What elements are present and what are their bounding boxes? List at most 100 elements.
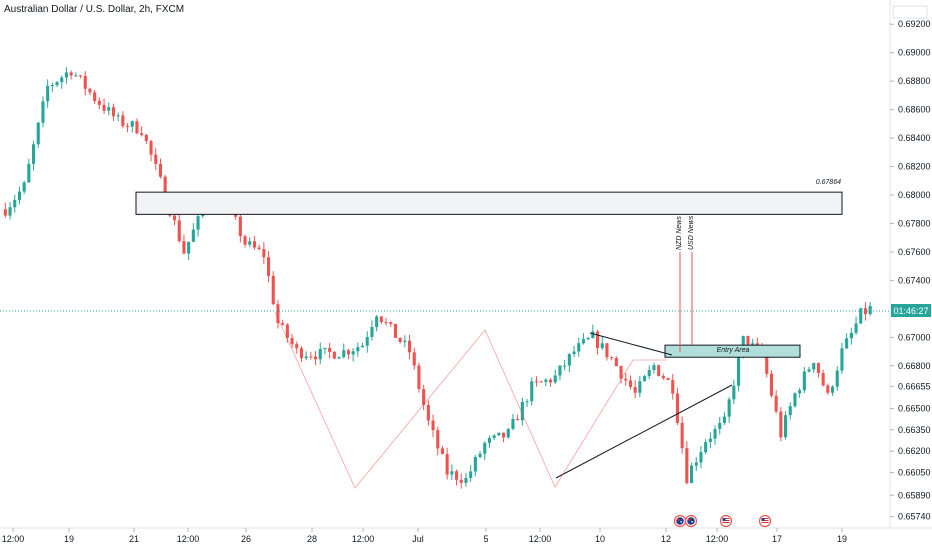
flag-canton — [688, 518, 691, 521]
candle-body — [370, 327, 374, 337]
candle-body — [779, 411, 783, 438]
us-flag-icon[interactable] — [758, 514, 772, 528]
scale-settings-box[interactable] — [892, 5, 928, 19]
us-flag-icon[interactable] — [719, 514, 733, 528]
overlays-layer — [0, 191, 890, 528]
candle-body — [657, 365, 661, 376]
candle-body — [13, 200, 17, 208]
candle-body — [361, 345, 365, 348]
candle-body — [487, 437, 491, 443]
price-tick-label: 0.68600 — [898, 105, 931, 115]
time-tick-label: 5 — [483, 534, 488, 544]
candle-body — [600, 343, 604, 349]
chart-title: Australian Dollar / U.S. Dollar, 2h, FXC… — [4, 4, 184, 15]
time-tick-label: 12:00 — [177, 534, 200, 544]
candle-body — [572, 351, 576, 355]
flag-star — [691, 521, 693, 523]
candle-body — [79, 75, 83, 77]
candle-body — [774, 395, 778, 412]
candle-body — [520, 401, 524, 421]
candle-body — [384, 322, 388, 324]
candle-body — [252, 241, 256, 248]
candle-body — [727, 399, 731, 417]
candle-body — [314, 356, 318, 360]
candle-body — [849, 332, 853, 339]
candle-body — [605, 343, 609, 358]
candle-body — [798, 390, 802, 394]
time-tick-label: 17 — [772, 534, 782, 544]
candle-body — [624, 378, 628, 381]
au-flag-icon[interactable] — [673, 514, 687, 528]
flag-canton — [761, 518, 765, 521]
candle-body — [784, 415, 788, 438]
candle-body — [675, 393, 679, 423]
candle-body — [859, 308, 863, 324]
candle-body — [643, 376, 647, 382]
candle-body — [628, 380, 632, 387]
flag-field — [676, 517, 684, 525]
candle-body — [685, 448, 689, 484]
candle-body — [365, 336, 369, 346]
candle-body — [473, 457, 477, 472]
candle-body — [130, 121, 134, 127]
candles-layer — [3, 67, 872, 489]
candle-body — [116, 115, 120, 117]
candle-body — [469, 471, 473, 478]
candle-body — [610, 357, 614, 359]
candle-body — [267, 257, 271, 276]
resistance-price-label: 0.67864 — [816, 179, 841, 186]
candle-body — [107, 107, 111, 111]
time-tick-label: 28 — [307, 534, 317, 544]
nz-flag-icon[interactable] — [684, 514, 698, 528]
candle-body — [60, 77, 64, 83]
candle-body — [126, 125, 130, 127]
candle-body — [431, 420, 435, 431]
candle-body — [492, 435, 496, 438]
candle-body — [426, 404, 430, 421]
candle-body — [332, 351, 336, 359]
candle-body — [666, 378, 670, 380]
price-tick-label: 0.66050 — [898, 468, 931, 478]
candle-body — [140, 133, 144, 135]
candle-body — [661, 375, 665, 379]
flag-stripe — [761, 518, 769, 519]
price-tick-label: 0.67600 — [898, 247, 931, 257]
candle-body — [516, 418, 520, 421]
candle-body — [389, 322, 393, 324]
candle-body — [633, 386, 637, 393]
candle-body — [102, 104, 106, 111]
candle-body — [596, 331, 600, 349]
candle-body — [793, 393, 797, 407]
price-tick-label: 0.66200 — [898, 446, 931, 456]
candle-body — [638, 381, 642, 393]
candle-body — [863, 308, 867, 315]
candle-body — [346, 350, 350, 355]
candle-body — [351, 351, 355, 355]
candle-body — [868, 305, 872, 315]
candle-body — [581, 339, 585, 344]
candle-body — [422, 389, 426, 405]
usd-news-label: USD News — [688, 215, 695, 250]
candle-body — [257, 247, 261, 250]
candle-body — [690, 465, 694, 484]
candle-body — [299, 348, 303, 359]
time-tick-label: 12:00 — [2, 534, 25, 544]
candle-body — [737, 356, 741, 386]
candle-body — [276, 304, 280, 324]
flag-stripe — [761, 522, 769, 523]
candle-body — [8, 207, 12, 216]
candle-body — [577, 343, 581, 352]
candle-body — [445, 453, 449, 475]
candle-body — [158, 163, 162, 177]
time-tick-label: 19 — [64, 534, 74, 544]
price-tick-label: 0.68400 — [898, 133, 931, 143]
candle-body — [50, 85, 54, 87]
candle-body — [722, 416, 726, 423]
candle-body — [699, 452, 703, 463]
candle-body — [708, 438, 712, 443]
candle-body — [765, 353, 769, 374]
candle-body — [97, 101, 101, 105]
candle-body — [502, 432, 506, 438]
